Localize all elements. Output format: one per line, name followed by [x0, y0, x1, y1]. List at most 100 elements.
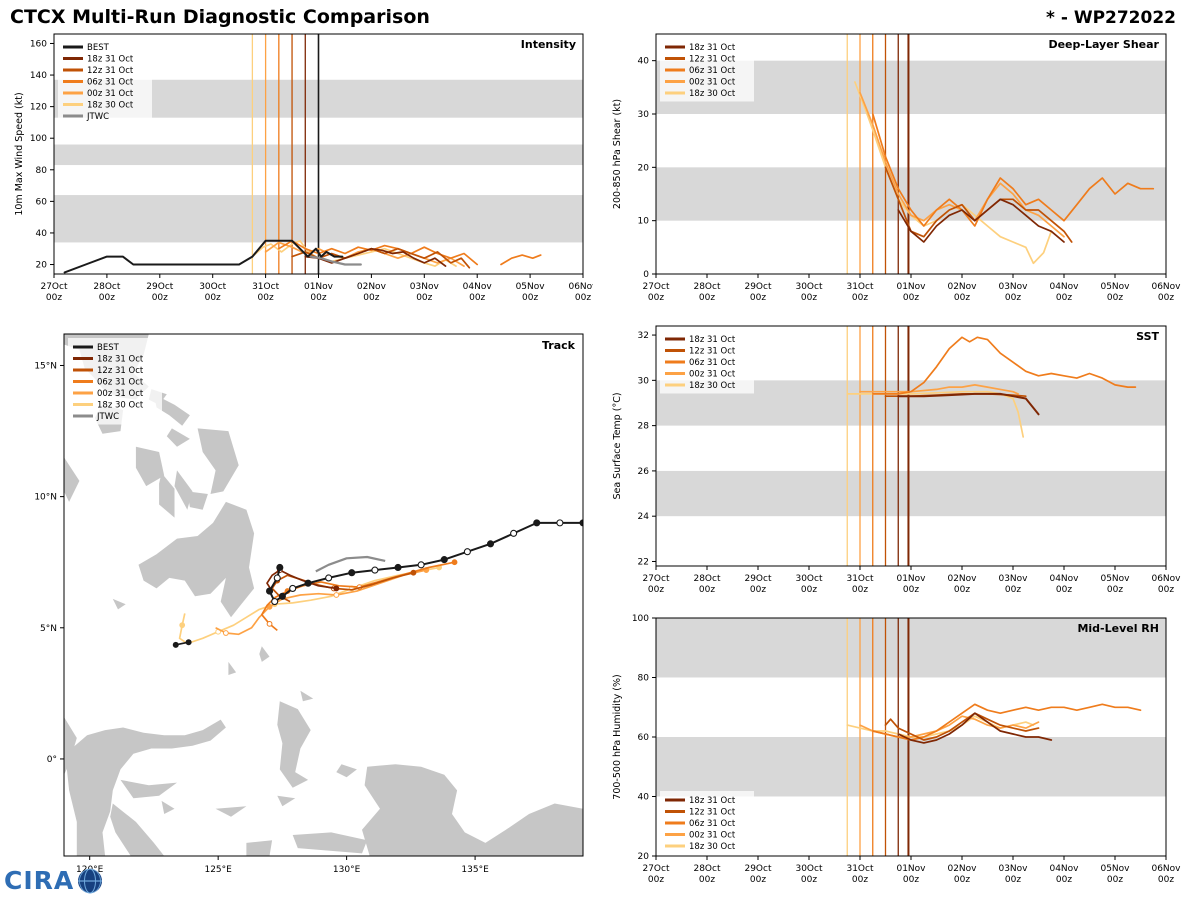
svg-text:00z: 00z — [310, 293, 326, 303]
svg-text:29Oct: 29Oct — [146, 282, 173, 292]
svg-text:200-850 hPa Shear (kt): 200-850 hPa Shear (kt) — [612, 99, 623, 209]
svg-text:12z 31 Oct: 12z 31 Oct — [87, 66, 134, 76]
svg-text:12z 31 Oct: 12z 31 Oct — [689, 347, 736, 357]
svg-text:02Nov: 02Nov — [357, 282, 387, 292]
svg-text:00z: 00z — [699, 293, 715, 303]
svg-text:06z 31 Oct: 06z 31 Oct — [97, 378, 144, 388]
svg-text:01Nov: 01Nov — [304, 282, 334, 292]
svg-text:28: 28 — [638, 422, 650, 432]
svg-text:26: 26 — [638, 467, 650, 477]
svg-text:00z: 00z — [1107, 585, 1123, 595]
svg-text:18z 30 Oct: 18z 30 Oct — [97, 401, 144, 411]
svg-text:01Nov: 01Nov — [896, 282, 926, 292]
svg-text:0: 0 — [643, 270, 649, 280]
svg-text:00z: 00z — [469, 293, 485, 303]
svg-text:06z 31 Oct: 06z 31 Oct — [689, 66, 736, 76]
svg-text:06Nov: 06Nov — [1151, 282, 1181, 292]
svg-text:31Oct: 31Oct — [252, 282, 279, 292]
svg-text:00z: 00z — [903, 875, 919, 885]
svg-text:00z: 00z — [1107, 875, 1123, 885]
svg-text:160: 160 — [30, 39, 47, 49]
svg-text:18z 31 Oct: 18z 31 Oct — [689, 796, 736, 806]
svg-text:04Nov: 04Nov — [1049, 864, 1079, 874]
svg-text:80: 80 — [36, 166, 48, 176]
svg-text:05Nov: 05Nov — [1100, 574, 1130, 584]
svg-text:JTWC: JTWC — [86, 112, 109, 122]
svg-text:18z 30 Oct: 18z 30 Oct — [87, 101, 134, 111]
svg-text:00z: 00z — [699, 585, 715, 595]
svg-text:18z 31 Oct: 18z 31 Oct — [689, 43, 736, 53]
svg-text:04Nov: 04Nov — [463, 282, 493, 292]
svg-text:00z: 00z — [954, 875, 970, 885]
svg-text:06Nov: 06Nov — [1151, 574, 1181, 584]
svg-text:10°N: 10°N — [34, 493, 57, 503]
svg-text:Deep-Layer Shear: Deep-Layer Shear — [1048, 38, 1159, 51]
svg-text:00z: 00z — [903, 585, 919, 595]
intensity-chart: 27Oct00z28Oct00z29Oct00z30Oct00z31Oct00z… — [14, 33, 593, 303]
svg-text:00z: 00z — [1056, 585, 1072, 595]
svg-text:00z: 00z — [954, 585, 970, 595]
svg-text:00z: 00z — [801, 875, 817, 885]
svg-text:12z 31 Oct: 12z 31 Oct — [689, 808, 736, 818]
svg-text:28Oct: 28Oct — [693, 574, 720, 584]
svg-text:00z: 00z — [258, 293, 274, 303]
svg-text:00z: 00z — [954, 293, 970, 303]
svg-text:10: 10 — [638, 217, 650, 227]
svg-text:00z: 00z — [1107, 293, 1123, 303]
svg-text:00z: 00z — [852, 293, 868, 303]
svg-text:00z: 00z — [852, 585, 868, 595]
svg-text:00z: 00z — [1158, 293, 1174, 303]
svg-text:0°: 0° — [47, 755, 57, 765]
svg-text:100: 100 — [30, 134, 47, 144]
storm-id: * - WP272022 — [1046, 8, 1176, 28]
sst-chart: 27Oct00z28Oct00z29Oct00z30Oct00z31Oct00z… — [612, 325, 1181, 595]
svg-text:00z: 00z — [852, 875, 868, 885]
svg-text:27Oct: 27Oct — [642, 282, 669, 292]
svg-text:02Nov: 02Nov — [947, 282, 977, 292]
svg-text:30Oct: 30Oct — [795, 574, 822, 584]
svg-text:02Nov: 02Nov — [947, 574, 977, 584]
rh-chart: 27Oct00z28Oct00z29Oct00z30Oct00z31Oct00z… — [612, 614, 1181, 885]
svg-text:15°N: 15°N — [34, 361, 57, 371]
svg-text:BEST: BEST — [87, 43, 110, 53]
svg-text:00z 31 Oct: 00z 31 Oct — [689, 370, 736, 380]
svg-text:120: 120 — [30, 103, 47, 113]
svg-text:40: 40 — [638, 793, 650, 803]
svg-text:00z: 00z — [575, 293, 591, 303]
svg-text:06Nov: 06Nov — [568, 282, 593, 292]
svg-text:31Oct: 31Oct — [846, 864, 873, 874]
svg-text:00z: 00z — [1056, 875, 1072, 885]
svg-text:125°E: 125°E — [204, 865, 232, 875]
svg-text:BEST: BEST — [97, 343, 120, 353]
svg-text:30: 30 — [638, 376, 650, 386]
svg-text:00z: 00z — [205, 293, 221, 303]
svg-text:130°E: 130°E — [333, 865, 361, 875]
svg-text:18z 30 Oct: 18z 30 Oct — [689, 89, 736, 99]
svg-text:40: 40 — [36, 229, 48, 239]
svg-text:06z 31 Oct: 06z 31 Oct — [689, 358, 736, 368]
svg-text:00z: 00z — [648, 875, 664, 885]
svg-text:06z 31 Oct: 06z 31 Oct — [689, 819, 736, 829]
figure-title: CTCX Multi-Run Diagnostic Comparison — [10, 6, 430, 28]
svg-text:27Oct: 27Oct — [40, 282, 67, 292]
svg-text:01Nov: 01Nov — [896, 574, 926, 584]
svg-text:00z: 00z — [46, 293, 62, 303]
svg-text:00z: 00z — [363, 293, 379, 303]
svg-text:27Oct: 27Oct — [642, 574, 669, 584]
svg-text:Intensity: Intensity — [521, 38, 576, 51]
svg-text:00z: 00z — [750, 293, 766, 303]
svg-text:00z: 00z — [1005, 585, 1021, 595]
svg-text:140: 140 — [30, 71, 47, 81]
svg-text:22: 22 — [638, 557, 649, 567]
svg-text:31Oct: 31Oct — [846, 574, 873, 584]
svg-text:06Nov: 06Nov — [1151, 864, 1181, 874]
svg-text:03Nov: 03Nov — [998, 282, 1028, 292]
track-map-chart: 120°E125°E130°E135°E0°5°N10°N15°NTrackBE… — [34, 333, 584, 875]
svg-text:04Nov: 04Nov — [1049, 574, 1079, 584]
svg-text:00z 31 Oct: 00z 31 Oct — [87, 89, 134, 99]
svg-text:30Oct: 30Oct — [199, 282, 226, 292]
svg-text:04Nov: 04Nov — [1049, 282, 1079, 292]
svg-text:00z 31 Oct: 00z 31 Oct — [689, 831, 736, 841]
svg-text:Track: Track — [542, 339, 576, 352]
